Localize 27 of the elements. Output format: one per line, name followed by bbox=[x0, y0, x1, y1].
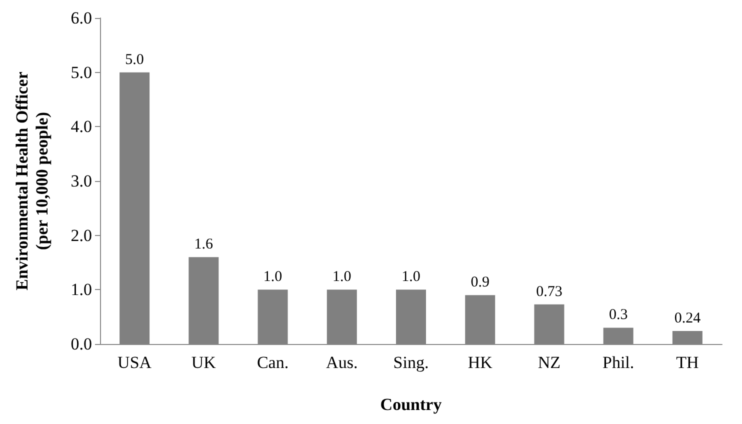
x-tick-label: Phil. bbox=[602, 353, 634, 372]
y-tick-label: 4.0 bbox=[70, 117, 92, 136]
y-tick-label: 2.0 bbox=[70, 226, 92, 245]
x-tick-label: USA bbox=[118, 353, 152, 372]
x-tick-label: Can. bbox=[256, 353, 289, 372]
data-label: 1.6 bbox=[194, 236, 214, 253]
y-tick-label: 0.0 bbox=[70, 334, 92, 354]
x-tick-label: NZ bbox=[538, 353, 561, 372]
x-tick-label: UK bbox=[191, 353, 217, 372]
data-label: 5.0 bbox=[125, 52, 144, 68]
y-axis-title: Environmental Health Officer (per 10,000 people) bbox=[12, 71, 52, 290]
y-tick-label: 6.0 bbox=[70, 8, 92, 28]
data-label: 1.0 bbox=[263, 269, 282, 286]
x-axis-title: Country bbox=[380, 395, 442, 414]
x-tick-label: Sing. bbox=[393, 353, 429, 372]
data-label: 0.3 bbox=[608, 307, 628, 324]
data-label: 1.0 bbox=[402, 269, 420, 286]
data-label: 0.9 bbox=[470, 274, 490, 291]
y-tick-label: 1.0 bbox=[70, 280, 92, 300]
x-tick-label: HK bbox=[468, 353, 494, 372]
y-tick-label: 5.0 bbox=[70, 62, 92, 82]
data-label: 0.24 bbox=[674, 310, 702, 326]
y-tick-label: 3.0 bbox=[70, 172, 92, 190]
data-label: 0.73 bbox=[536, 284, 562, 300]
data-label: 1.0 bbox=[332, 269, 352, 286]
x-tick-label: TH bbox=[676, 353, 699, 372]
x-tick-label: Aus. bbox=[326, 353, 358, 372]
